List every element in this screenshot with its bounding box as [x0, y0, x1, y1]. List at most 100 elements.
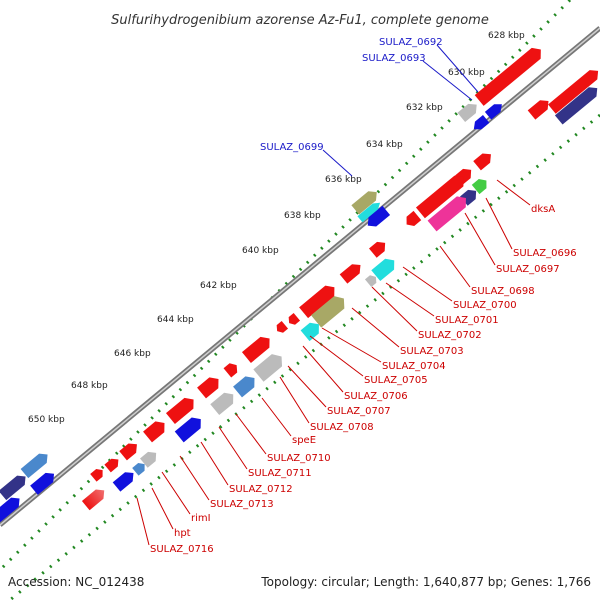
tick-label-642: 642 kbp [200, 281, 237, 291]
gene-arrow [527, 100, 549, 120]
gene-arrow [415, 175, 464, 219]
gene-label-sulaz-0701: SULAZ_0701 [435, 315, 499, 326]
gene-label-sulaz-0693: SULAZ_0693 [362, 53, 426, 64]
gene-arrow [406, 210, 422, 226]
tick-label-636: 636 kbp [325, 175, 362, 185]
gene-label-sulaz-0699: SULAZ_0699 [260, 142, 324, 153]
gene-arrow [455, 168, 472, 185]
gene-label-sulaz-0697: SULAZ_0697 [496, 264, 560, 275]
gene-label-sulaz-0692: SULAZ_0692 [379, 37, 443, 48]
leader-line [371, 286, 418, 332]
gene-label-sulaz-0710: SULAZ_0710 [267, 453, 331, 464]
gene-label-rimi: rimI [191, 513, 211, 524]
gene-arrow [0, 475, 26, 501]
gene-arrow [351, 191, 377, 215]
inner-gene-labels: dksA SULAZ_0696 SULAZ_0697 SULAZ_0698 SU… [150, 204, 577, 555]
leader-lines [136, 44, 531, 546]
leader-line [302, 345, 344, 393]
gene-arrow [457, 103, 477, 122]
gene-arrow [367, 205, 391, 227]
leader-line [402, 266, 453, 302]
tick-label-638: 638 kbp [284, 211, 321, 221]
map-title: Sulfurihydrogenibium azorense Az-Fu1, co… [111, 13, 489, 28]
gene-arrow [90, 469, 103, 482]
leader-line [321, 327, 382, 363]
gene-arrow [104, 458, 119, 473]
leader-line [279, 376, 310, 424]
tick-label-640: 640 kbp [242, 246, 279, 256]
outer-gene-labels: SULAZ_0692 SULAZ_0693 SULAZ_0699 [260, 37, 443, 153]
gene-arrow [554, 87, 598, 125]
gene-arrow [174, 417, 201, 443]
gene-label-sulaz-0702: SULAZ_0702 [418, 330, 482, 341]
gene-label-sulaz-0712: SULAZ_0712 [229, 484, 293, 495]
gene-label-sulaz-0696: SULAZ_0696 [513, 248, 577, 259]
gene-arrow [197, 377, 219, 399]
leader-line [235, 413, 267, 455]
gene-arrow [223, 363, 238, 378]
inner-tick-track [9, 113, 600, 600]
gene-label-sulaz-0716: SULAZ_0716 [150, 544, 214, 555]
gene-label-dksa: dksA [531, 204, 555, 215]
gene-arrow [369, 241, 386, 258]
gene-label-sulaz-0704: SULAZ_0704 [382, 361, 446, 372]
gene-features [0, 47, 599, 523]
gene-arrow [357, 202, 381, 223]
gene-arrow [119, 443, 137, 461]
gene-label-sulaz-0698: SULAZ_0698 [471, 286, 535, 297]
leader-line [496, 179, 531, 206]
gene-arrow [460, 189, 477, 206]
gene-label-sulaz-0711: SULAZ_0711 [248, 468, 312, 479]
gene-arrow [241, 336, 270, 363]
gene-arrow [299, 285, 335, 319]
leader-line [436, 44, 479, 93]
leader-line [422, 60, 473, 101]
gene-arrow [473, 153, 491, 171]
gene-arrow [484, 104, 502, 120]
gene-label-sulaz-0713: SULAZ_0713 [210, 499, 274, 510]
gene-arrow [371, 258, 395, 282]
gene-label-hpt: hpt [174, 528, 191, 539]
leader-line [136, 497, 150, 546]
gene-arrow [427, 196, 466, 232]
gene-arrow [112, 472, 134, 492]
gene-arrow [364, 275, 377, 288]
leader-line [179, 455, 210, 501]
topology-text: Topology: circular; Length: 1,640,877 bp… [260, 575, 591, 589]
leader-line [322, 149, 353, 177]
gene-arrow [165, 397, 194, 424]
leader-line [351, 307, 400, 348]
leader-line [385, 282, 435, 317]
accession-text: Accession: NC_012438 [8, 575, 144, 589]
gene-arrow [288, 312, 301, 325]
tick-label-632: 632 kbp [406, 103, 443, 113]
gene-arrow [0, 497, 20, 523]
gene-arrow [20, 453, 48, 479]
gene-label-sulaz-0708: SULAZ_0708 [310, 422, 374, 433]
gene-arrow [471, 179, 487, 195]
gene-arrow [253, 354, 283, 382]
gene-arrow [311, 296, 345, 328]
tick-label-646: 646 kbp [114, 349, 151, 359]
gene-arrow [210, 392, 234, 416]
gene-arrow [473, 115, 490, 130]
outer-tick-track [0, 0, 572, 573]
gene-label-spee: speE [292, 435, 316, 446]
leader-line [261, 397, 292, 437]
gene-label-sulaz-0703: SULAZ_0703 [400, 346, 464, 357]
tick-label-650: 650 kbp [28, 415, 65, 425]
gene-arrow [300, 322, 319, 342]
gene-label-sulaz-0700: SULAZ_0700 [453, 300, 517, 311]
leader-line [287, 365, 327, 408]
tick-label-648: 648 kbp [71, 381, 108, 391]
gene-arrow [132, 463, 145, 476]
leader-line [464, 212, 496, 266]
tick-label-634: 634 kbp [366, 140, 403, 150]
leader-line [309, 335, 364, 377]
gene-label-sulaz-0706: SULAZ_0706 [344, 391, 408, 402]
gene-arrow [81, 489, 105, 511]
gene-arrow [143, 421, 165, 443]
leader-line [200, 441, 229, 486]
gene-arrow [276, 320, 289, 333]
